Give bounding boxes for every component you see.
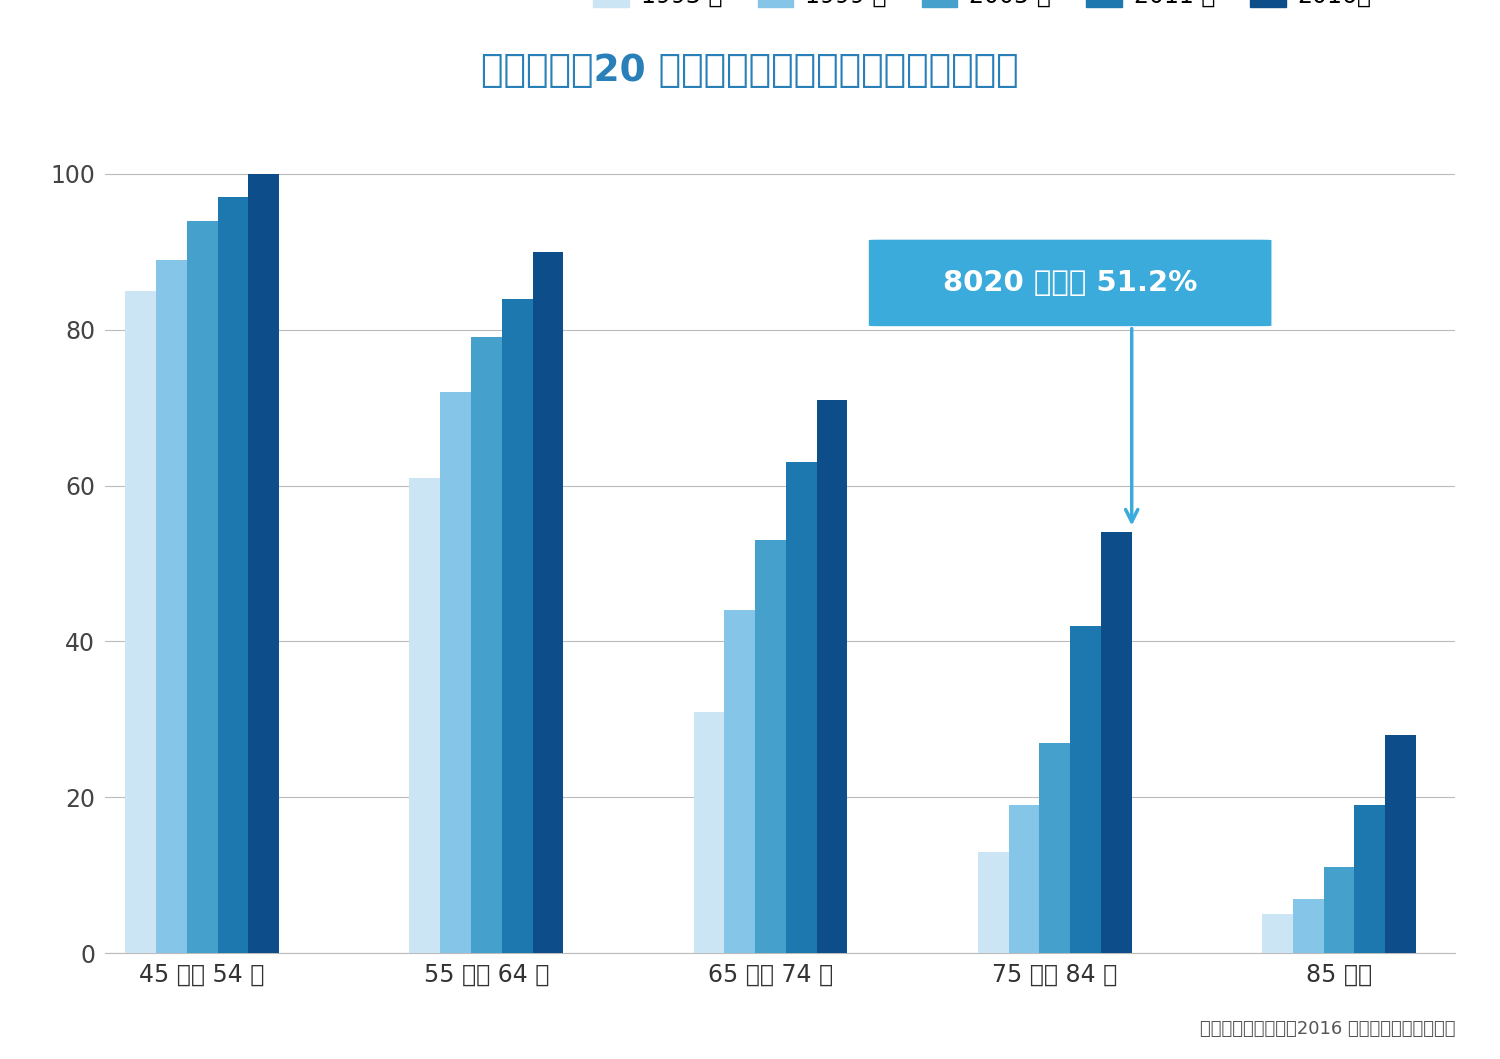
Bar xyxy=(786,462,816,953)
Bar xyxy=(1008,805,1040,953)
Legend: 1993 年, 1999 年, 2005 年, 2011 年, 2016年: 1993 年, 1999 年, 2005 年, 2011 年, 2016年 xyxy=(584,0,1382,18)
Bar xyxy=(156,259,186,953)
Bar xyxy=(1384,735,1416,953)
Bar xyxy=(249,174,279,953)
Bar xyxy=(471,338,501,953)
Bar xyxy=(186,220,218,953)
Bar xyxy=(532,252,564,953)
Bar xyxy=(816,400,848,953)
Bar xyxy=(1354,805,1384,953)
FancyBboxPatch shape xyxy=(868,239,1272,326)
Text: 出典：厄生労働省「2016 年歯科疾患実態調査」: 出典：厄生労働省「2016 年歯科疾患実態調査」 xyxy=(1200,1020,1455,1038)
Bar xyxy=(501,299,532,953)
Text: 8020 達成者 51.2%: 8020 達成者 51.2% xyxy=(944,269,1197,297)
Bar xyxy=(440,392,471,953)
Bar xyxy=(693,712,724,953)
Text: 歯の状況（20 本以上の歯が残っている人の割合）: 歯の状況（20 本以上の歯が残っている人の割合） xyxy=(482,53,1019,89)
Bar xyxy=(754,540,786,953)
Bar xyxy=(978,851,1008,953)
Bar xyxy=(1101,533,1131,953)
Bar xyxy=(124,291,156,953)
Bar xyxy=(1262,914,1293,953)
Bar xyxy=(217,197,249,953)
Bar xyxy=(1070,626,1101,953)
Bar xyxy=(1293,898,1323,953)
Bar xyxy=(724,610,754,953)
Bar xyxy=(1040,742,1070,953)
Bar xyxy=(410,478,440,953)
Bar xyxy=(1323,867,1354,953)
